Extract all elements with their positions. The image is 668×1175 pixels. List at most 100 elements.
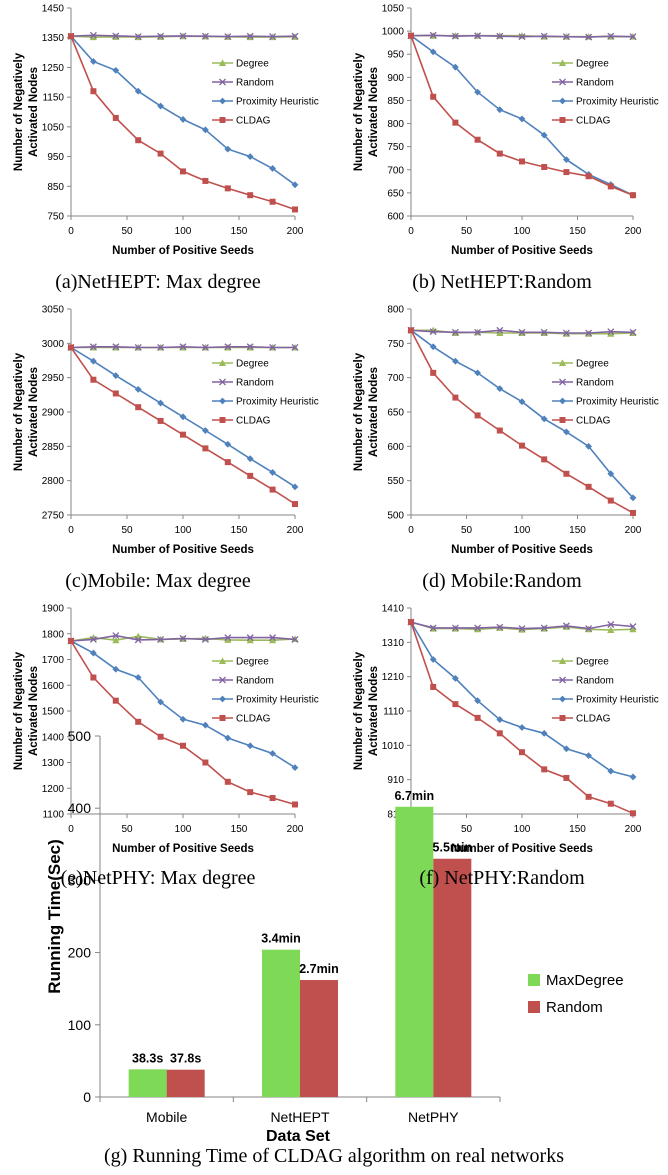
data-point-cldag bbox=[585, 483, 592, 490]
data-point-cldag bbox=[112, 390, 119, 397]
data-point-proximity-heuristic bbox=[179, 413, 187, 421]
legend-marker-random bbox=[219, 378, 226, 386]
y-axis-title-line-1: Number of Negatively bbox=[353, 352, 365, 471]
x-tick-label: 100 bbox=[175, 226, 192, 237]
caption-c: (c)Mobile: Max degree bbox=[65, 570, 251, 592]
data-point-cldag bbox=[519, 749, 525, 756]
legend-label-degree: Degree bbox=[236, 657, 269, 668]
y-tick-label: 200 bbox=[68, 945, 92, 961]
data-point-cldag bbox=[224, 185, 231, 192]
data-point-cldag bbox=[292, 501, 298, 508]
x-axis-title: Number of Positive Seeds bbox=[451, 544, 593, 556]
data-point-cldag bbox=[496, 150, 503, 157]
legend-label-maxdegree: MaxDegree bbox=[546, 972, 624, 989]
data-point-proximity-heuristic bbox=[452, 357, 459, 365]
x-tick-label: 0 bbox=[408, 525, 414, 536]
data-point-cldag bbox=[452, 119, 459, 126]
data-point-proximity-heuristic bbox=[291, 764, 299, 772]
data-point-proximity-heuristic bbox=[246, 153, 254, 160]
data-point-degree bbox=[112, 636, 120, 644]
data-point-random bbox=[179, 634, 187, 642]
data-point-cldag bbox=[630, 509, 636, 516]
data-point-proximity-heuristic bbox=[607, 470, 615, 478]
data-point-cldag bbox=[430, 369, 437, 376]
bar-random-netphy bbox=[433, 858, 472, 1097]
data-point-random bbox=[540, 624, 548, 632]
y-tick-label: 1350 bbox=[42, 33, 65, 44]
legend-label-random: Random bbox=[576, 676, 614, 687]
data-point-cldag bbox=[474, 136, 481, 143]
data-point-degree bbox=[474, 625, 482, 633]
data-point-degree bbox=[496, 329, 504, 337]
legend-marker-proximity-heuristic bbox=[559, 695, 566, 703]
data-point-cldag bbox=[202, 759, 209, 766]
data-point-cldag bbox=[452, 394, 459, 401]
x-tick-label: 150 bbox=[569, 824, 586, 835]
y-tick-label: 550 bbox=[387, 476, 404, 487]
x-tick-label: 200 bbox=[287, 824, 304, 835]
data-point-random bbox=[607, 328, 615, 336]
x-axis-title: Number of Positive Seeds bbox=[451, 245, 593, 257]
data-point-cldag bbox=[180, 168, 186, 175]
legend-marker-cldag bbox=[559, 715, 566, 721]
data-point-proximity-heuristic bbox=[179, 715, 187, 723]
data-point-cldag bbox=[519, 158, 525, 165]
legend-label-random: Random bbox=[546, 999, 603, 1016]
data-point-random bbox=[429, 624, 437, 632]
data-point-random bbox=[291, 32, 299, 40]
x-tick-label: 50 bbox=[461, 525, 473, 536]
y-tick-label: 650 bbox=[387, 188, 404, 199]
y-tick-label: 700 bbox=[387, 165, 404, 176]
y-tick-label: 1100 bbox=[42, 810, 64, 821]
chart-panel-e: 1100 1200 1300 1400 1500 1600 1700 1800 1900 0 50 1… bbox=[13, 604, 319, 856]
y-tick-label: 1210 bbox=[382, 672, 405, 683]
data-label-maxdegree-nethept: 3.4min bbox=[261, 932, 301, 946]
legend-label-random: Random bbox=[576, 378, 614, 389]
y-tick-label: 850 bbox=[47, 182, 64, 193]
series-line-proximity-heuristic bbox=[410, 329, 634, 499]
x-tick-label: 100 bbox=[514, 824, 531, 835]
y-axis-title-line-2: Activated Nodes bbox=[28, 666, 40, 756]
data-point-random bbox=[474, 32, 482, 40]
data-point-cldag bbox=[135, 137, 142, 144]
y-tick-label: 2850 bbox=[42, 442, 65, 453]
data-point-random bbox=[112, 343, 120, 351]
data-point-random bbox=[224, 343, 232, 351]
data-point-random bbox=[562, 329, 570, 337]
data-point-cldag bbox=[519, 442, 525, 449]
legend-marker-random bbox=[559, 78, 566, 86]
data-point-cldag bbox=[157, 150, 164, 157]
data-point-proximity-heuristic bbox=[629, 773, 637, 781]
data-point-cldag bbox=[607, 497, 614, 504]
bar-maxdegree-nethept bbox=[262, 949, 300, 1097]
legend-label-proximity-heuristic: Proximity Heuristic bbox=[236, 397, 319, 408]
y-tick-label: 700 bbox=[387, 373, 404, 384]
data-point-random bbox=[179, 32, 187, 40]
data-point-cldag bbox=[202, 445, 209, 452]
data-point-cldag bbox=[224, 778, 231, 785]
data-point-random bbox=[629, 623, 637, 630]
legend-marker-cldag bbox=[219, 117, 226, 123]
data-point-proximity-heuristic bbox=[179, 116, 187, 123]
x-axis-title: Data Set bbox=[266, 1128, 331, 1145]
x-tick-label: 50 bbox=[461, 824, 473, 835]
y-tick-label: 3000 bbox=[42, 339, 65, 350]
legend-label-proximity-heuristic: Proximity Heuristic bbox=[236, 695, 319, 706]
y-tick-label: 1300 bbox=[42, 758, 65, 769]
y-tick-label: 3050 bbox=[42, 305, 65, 316]
y-axis-title: Running Time(Sec) bbox=[45, 839, 64, 994]
chart-panel-f: 81091010101110121013101410050100150200Nu… bbox=[353, 604, 659, 856]
data-point-proximity-heuristic bbox=[496, 716, 504, 723]
y-tick-label: 2900 bbox=[42, 408, 65, 419]
data-point-cldag bbox=[247, 789, 254, 796]
x-tick-label: 150 bbox=[569, 226, 586, 237]
data-point-cldag bbox=[224, 459, 231, 466]
y-axis-title-line-2: Activated Nodes bbox=[28, 67, 40, 157]
x-tick-label: 100 bbox=[514, 226, 531, 237]
y-tick-label: 500 bbox=[68, 728, 92, 744]
x-tick-label: 200 bbox=[625, 525, 642, 536]
legend-label-proximity-heuristic: Proximity Heuristic bbox=[236, 97, 319, 108]
legend-marker-random bbox=[219, 78, 226, 86]
data-point-cldag bbox=[541, 766, 548, 773]
data-point-cldag bbox=[630, 192, 636, 199]
